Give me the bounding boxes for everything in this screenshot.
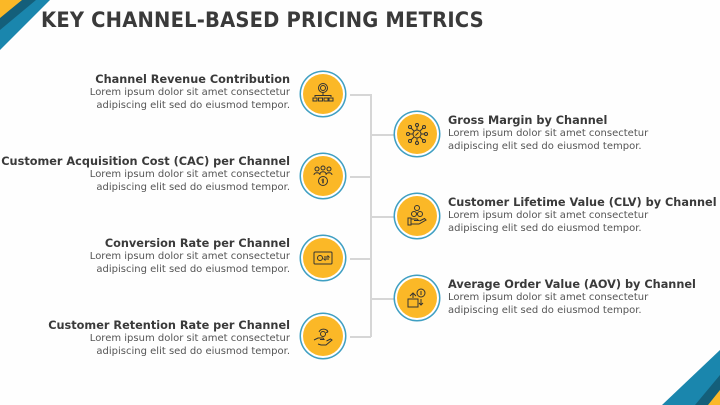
metric-description: Lorem ipsum dolor sit amet consectetur [89, 169, 290, 180]
network-percent-icon [397, 114, 437, 154]
metric-description: Lorem ipsum dolor sit amet consectetur [89, 333, 290, 344]
metric-description: adipiscing elit sed do eiusmod tempor. [96, 181, 290, 193]
metric-heading: Customer Retention Rate per Channel [48, 319, 290, 332]
hand-coins-icon [397, 196, 437, 236]
corner-decoration-bottom-right [662, 350, 720, 405]
metric-gross-margin: Gross Margin by Channel Lorem ipsum dolo… [448, 114, 720, 153]
metric-cac: Customer Acquisition Cost (CAC) per Chan… [0, 155, 290, 194]
connector [350, 176, 371, 178]
metric-description: adipiscing elit sed do eiusmod tempor. [96, 263, 290, 275]
connector [370, 134, 396, 136]
revenue-hierarchy-icon [303, 74, 343, 114]
metric-heading: Customer Lifetime Value (CLV) by Channel [448, 196, 717, 209]
metric-heading: Customer Acquisition Cost (CAC) per Chan… [1, 155, 290, 168]
metric-clv: Customer Lifetime Value (CLV) by Channel… [448, 196, 720, 235]
metric-description: adipiscing elit sed do eiusmod tempor. [448, 140, 642, 152]
metric-aov: Average Order Value (AOV) by Channel Lor… [448, 278, 720, 317]
connector [350, 94, 371, 96]
metric-description: Lorem ipsum dolor sit amet consectetur [448, 128, 649, 139]
customers-dollar-icon [303, 156, 343, 196]
corner-decoration-top-left [0, 0, 50, 50]
metric-conversion: Conversion Rate per Channel Lorem ipsum … [0, 237, 290, 276]
connector [350, 258, 371, 260]
page-title: KEY CHANNEL-BASED PRICING METRICS [41, 8, 484, 32]
box-dollar-icon [397, 278, 437, 318]
connector [370, 216, 396, 218]
metric-description: adipiscing elit sed do eiusmod tempor. [448, 304, 642, 316]
metric-channel-revenue: Channel Revenue Contribution Lorem ipsum… [0, 73, 290, 112]
metric-heading: Conversion Rate per Channel [104, 237, 290, 250]
hand-retention-icon [303, 316, 343, 356]
metric-description: adipiscing elit sed do eiusmod tempor. [96, 345, 290, 357]
connector-vertical [370, 94, 372, 337]
metric-description: Lorem ipsum dolor sit amet consectetur [89, 251, 290, 262]
money-exchange-icon [303, 238, 343, 278]
metric-retention: Customer Retention Rate per Channel Lore… [0, 319, 290, 358]
metric-heading: Average Order Value (AOV) by Channel [448, 278, 696, 291]
metric-description: Lorem ipsum dolor sit amet consectetur [448, 292, 649, 303]
metric-description: adipiscing elit sed do eiusmod tempor. [96, 99, 290, 111]
metric-heading: Gross Margin by Channel [448, 114, 608, 127]
metric-description: Lorem ipsum dolor sit amet consectetur [89, 87, 290, 98]
metric-description: Lorem ipsum dolor sit amet consectetur [448, 210, 649, 221]
metric-heading: Channel Revenue Contribution [95, 73, 290, 86]
connector [350, 336, 371, 338]
metric-description: adipiscing elit sed do eiusmod tempor. [448, 222, 642, 234]
connector [370, 298, 396, 300]
